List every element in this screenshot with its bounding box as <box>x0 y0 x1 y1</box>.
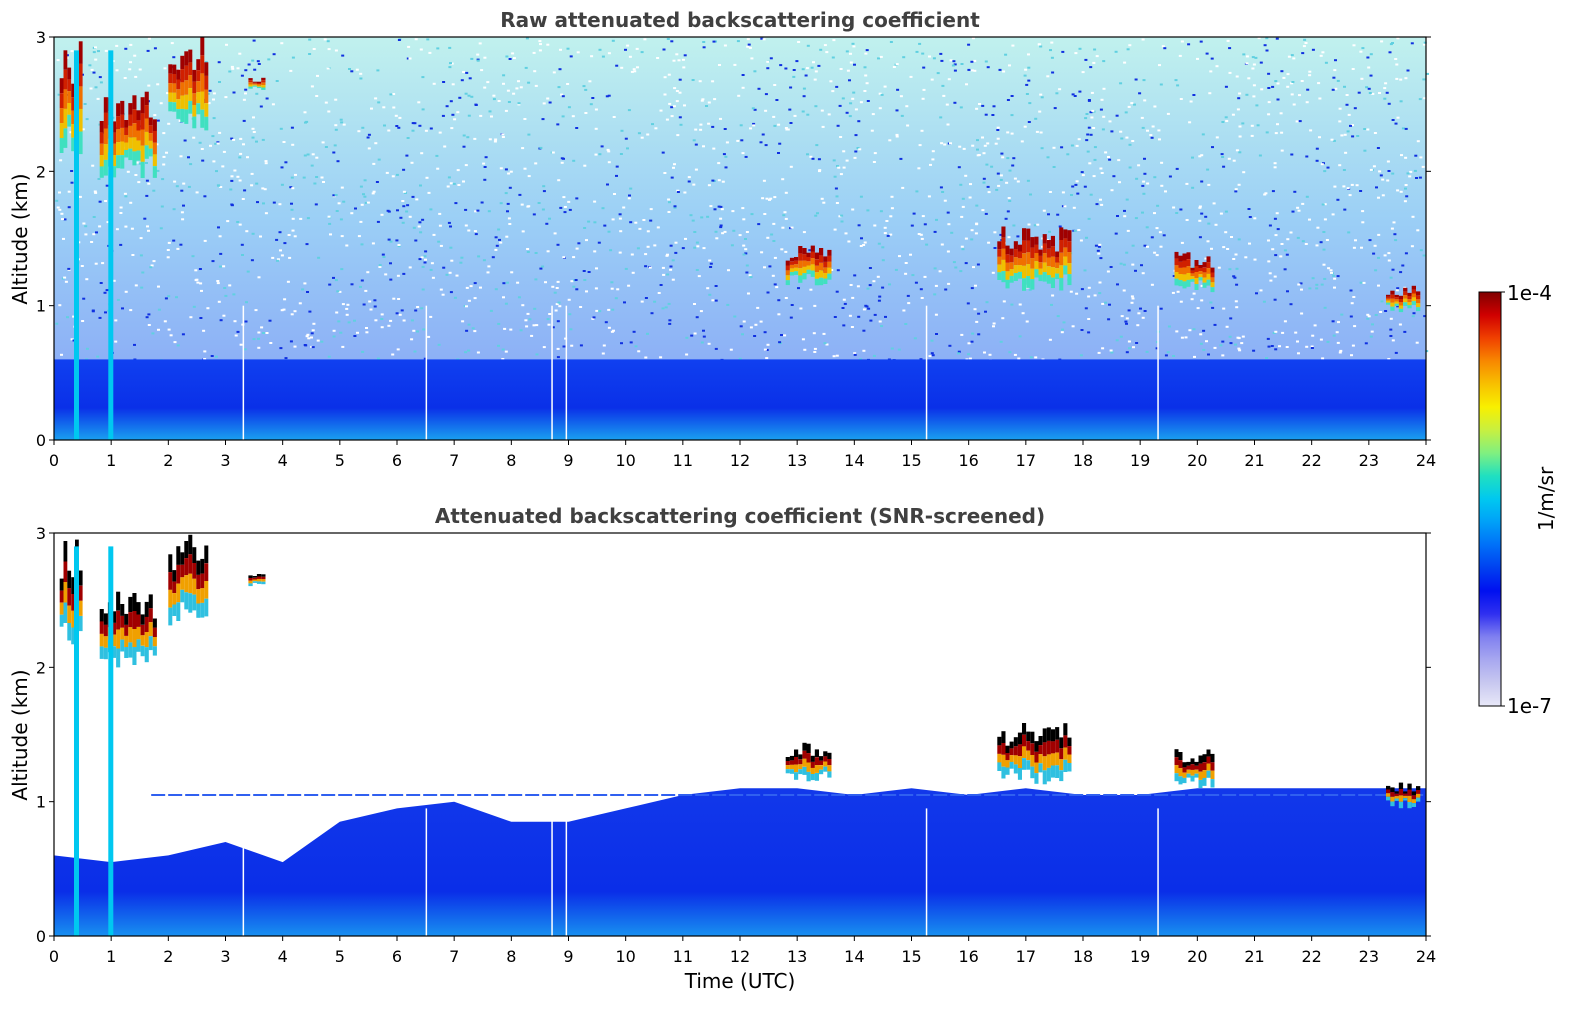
x-tick-label: 1 <box>106 947 116 966</box>
x-tick-label: 11 <box>673 451 693 470</box>
x-tick-label: 19 <box>1130 451 1150 470</box>
x-tick-label: 4 <box>278 947 288 966</box>
x-tick-label: 16 <box>958 947 978 966</box>
x-tick-label: 22 <box>1301 947 1321 966</box>
cloud-feature <box>168 37 209 131</box>
y-tick-label: 1 <box>36 297 46 316</box>
x-tick-label: 2 <box>163 947 173 966</box>
x-tick-label: 3 <box>220 451 230 470</box>
cloud-feature <box>1174 251 1215 293</box>
boundary-layer <box>54 788 1426 936</box>
x-tick-label: 21 <box>1244 947 1264 966</box>
x-tick-label: 21 <box>1244 451 1264 470</box>
x-tick-label: 18 <box>1073 947 1093 966</box>
snr-screened-panel: Attenuated backscattering coefficient (S… <box>8 504 1436 993</box>
noise-speckle <box>55 37 1429 362</box>
x-tick-label: 8 <box>506 451 516 470</box>
x-tick-label: 10 <box>615 451 635 470</box>
x-tick-label: 4 <box>278 451 288 470</box>
x-tick-label: 0 <box>49 451 59 470</box>
cloud-feature <box>1386 782 1421 809</box>
y-axis-ticks: 0 1 2 3 <box>36 28 1431 450</box>
heatmap-area <box>54 37 1429 441</box>
y-tick-label: 2 <box>36 162 46 181</box>
x-tick-label: 2 <box>163 451 173 470</box>
x-tick-label: 12 <box>730 451 750 470</box>
colorbar: 1e-4 1e-7 1/m/sr <box>1478 281 1558 718</box>
cloud-feature <box>997 723 1072 785</box>
cloud-feature <box>785 245 832 286</box>
x-tick-label: 9 <box>563 451 573 470</box>
y-tick-label: 3 <box>36 524 46 543</box>
y-tick-label: 0 <box>36 927 46 946</box>
y-tick-label: 3 <box>36 28 46 47</box>
cloud-feature <box>997 226 1072 291</box>
cloud-feature <box>168 534 209 626</box>
x-tick-label: 16 <box>958 451 978 470</box>
x-tick-label: 19 <box>1130 947 1150 966</box>
x-tick-label: 13 <box>787 451 807 470</box>
y-tick-label: 0 <box>36 431 46 450</box>
x-axis-ticks: 0 1 2 3 4 5 6 7 8 9 10 11 12 13 14 15 16 17 18 19 20 21 22 23 24 <box>49 936 1436 966</box>
y-tick-label: 2 <box>36 658 46 677</box>
x-tick-label: 24 <box>1416 947 1436 966</box>
cloud-feature <box>99 591 157 668</box>
x-tick-label: 23 <box>1359 947 1379 966</box>
vertical-streaks <box>74 546 1159 936</box>
cloud-feature <box>248 574 266 587</box>
x-tick-label: 6 <box>392 947 402 966</box>
heatmap-area <box>54 534 1426 936</box>
colorbar-gradient <box>1478 291 1502 707</box>
boundary-layer <box>54 359 1426 440</box>
x-tick-label: 23 <box>1359 451 1379 470</box>
x-tick-label: 18 <box>1073 451 1093 470</box>
cloud-feature <box>59 539 83 645</box>
x-tick-label: 13 <box>787 947 807 966</box>
x-tick-label: 1 <box>106 451 116 470</box>
x-tick-label: 22 <box>1301 451 1321 470</box>
x-tick-label: 12 <box>730 947 750 966</box>
x-tick-label: 9 <box>563 947 573 966</box>
x-tick-label: 10 <box>615 947 635 966</box>
y-axis-ticks: 0 1 2 3 <box>36 524 1431 946</box>
x-tick-label: 0 <box>49 947 59 966</box>
x-tick-label: 20 <box>1187 451 1207 470</box>
x-tick-label: 20 <box>1187 947 1207 966</box>
cloud-feature <box>785 742 832 782</box>
x-tick-label: 6 <box>392 451 402 470</box>
cloud-feature <box>248 77 266 90</box>
colorbar-min-label: 1e-7 <box>1507 694 1552 718</box>
y-axis-label: Altitude (km) <box>8 173 32 304</box>
x-tick-label: 5 <box>335 451 345 470</box>
panel-title: Attenuated backscattering coefficient (S… <box>435 504 1045 528</box>
x-tick-label: 24 <box>1416 451 1436 470</box>
colorbar-unit-label: 1/m/sr <box>1534 466 1558 531</box>
y-tick-label: 1 <box>36 793 46 812</box>
x-tick-label: 7 <box>449 451 459 470</box>
x-tick-label: 14 <box>844 947 864 966</box>
x-tick-label: 11 <box>673 947 693 966</box>
raw-backscatter-panel: Raw attenuated backscattering coefficien… <box>8 8 1436 470</box>
x-axis-ticks: 0 1 2 3 4 5 6 7 8 9 10 11 12 13 14 15 16 17 18 19 20 21 22 23 24 <box>49 440 1436 470</box>
cloud-feature <box>1386 285 1421 313</box>
y-axis-label: Altitude (km) <box>8 669 32 800</box>
panel-title: Raw attenuated backscattering coefficien… <box>500 8 980 32</box>
x-tick-label: 3 <box>220 947 230 966</box>
x-tick-label: 17 <box>1016 947 1036 966</box>
x-axis-label: Time (UTC) <box>684 969 796 993</box>
colorbar-max-label: 1e-4 <box>1507 281 1552 305</box>
vertical-streaks <box>74 50 1159 441</box>
x-tick-label: 15 <box>901 947 921 966</box>
x-tick-label: 17 <box>1016 451 1036 470</box>
x-tick-label: 5 <box>335 947 345 966</box>
cloud-feature <box>1174 749 1215 788</box>
x-tick-label: 8 <box>506 947 516 966</box>
x-tick-label: 15 <box>901 451 921 470</box>
x-tick-label: 7 <box>449 947 459 966</box>
x-tick-label: 14 <box>844 451 864 470</box>
